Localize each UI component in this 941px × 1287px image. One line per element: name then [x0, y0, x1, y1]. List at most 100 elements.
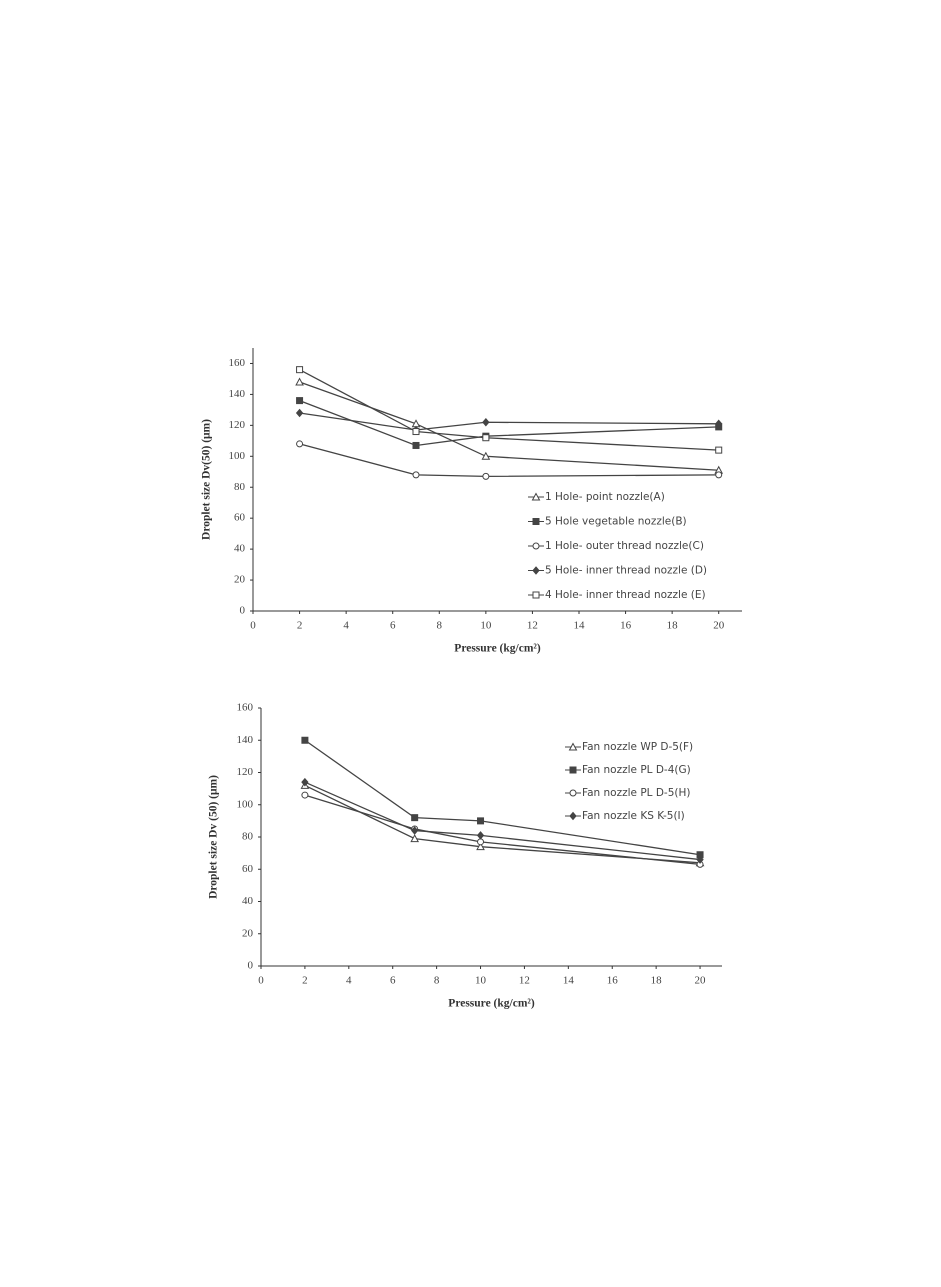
y-tick-label: 60 — [242, 863, 254, 875]
point — [715, 446, 723, 454]
x-tick-label: 20 — [695, 975, 707, 987]
y-tick-label: 40 — [242, 895, 254, 907]
point — [301, 791, 309, 799]
x-tick-label: 12 — [527, 620, 538, 632]
x-tick-label: 14 — [563, 975, 575, 987]
point — [301, 777, 309, 787]
y-tick-label: 140 — [229, 388, 246, 400]
x-tick-label: 0 — [250, 620, 256, 632]
legend-label: 4 Hole- inner thread nozzle (E) — [545, 589, 706, 601]
y-tick-label: 160 — [229, 357, 246, 369]
series-line — [304, 794, 701, 866]
y-tick-label: 100 — [237, 798, 254, 810]
x-tick-label: 18 — [651, 975, 663, 987]
x-tick-label: 12 — [519, 975, 530, 987]
series-line — [299, 381, 719, 471]
y-tick-label: 80 — [242, 831, 254, 843]
y-tick-label: 0 — [248, 960, 254, 972]
point — [411, 826, 419, 835]
point — [410, 834, 420, 843]
point — [482, 417, 490, 427]
point — [411, 814, 419, 822]
legend-label: 5 Hole vegetable nozzle(B) — [545, 516, 687, 528]
series-line — [299, 399, 719, 447]
y-axis-title: Droplet size Dv(50) (μm) — [201, 419, 213, 540]
x-tick-label: 10 — [475, 975, 487, 987]
x-tick-label: 0 — [258, 975, 264, 987]
legend-marker — [532, 591, 540, 599]
x-tick-label: 20 — [713, 620, 725, 632]
series-line — [304, 739, 701, 856]
y-tick-label: 40 — [234, 543, 246, 555]
point — [296, 397, 304, 405]
point — [301, 736, 309, 744]
point — [476, 842, 485, 851]
point — [295, 408, 304, 418]
y-tick-label: 160 — [237, 702, 254, 714]
point — [477, 838, 485, 846]
legend-label: 1 Hole- outer thread nozzle(C) — [545, 540, 704, 552]
y-tick-label: 0 — [240, 605, 246, 617]
point — [696, 855, 704, 864]
point — [715, 419, 723, 429]
legend-marker — [531, 492, 541, 501]
legend-label: Fan nozzle WP D-5(F) — [582, 741, 693, 753]
legend-label: 5 Hole- inner thread nozzle (D) — [545, 565, 707, 577]
x-tick-label: 4 — [343, 620, 349, 632]
x-tick-label: 4 — [346, 975, 352, 987]
legend-label: 1 Hole- point nozzle(A) — [545, 491, 665, 503]
legend-marker — [532, 566, 540, 575]
legend-marker — [532, 518, 540, 525]
x-tick-label: 6 — [390, 620, 396, 632]
y-tick-label: 80 — [234, 481, 246, 493]
point — [481, 451, 491, 460]
legend-marker — [568, 742, 578, 751]
x-tick-label: 10 — [480, 620, 492, 632]
x-tick-label: 16 — [607, 975, 619, 987]
y-tick-label: 20 — [234, 574, 246, 586]
x-tick-label: 18 — [667, 620, 679, 632]
x-tick-label: 6 — [390, 975, 396, 987]
point — [412, 471, 420, 479]
x-tick-label: 14 — [574, 620, 586, 632]
point — [482, 472, 490, 480]
point — [482, 434, 490, 442]
point — [412, 428, 420, 436]
y-tick-label: 100 — [229, 450, 246, 462]
x-tick-label: 8 — [437, 620, 443, 632]
x-tick-label: 2 — [297, 620, 303, 632]
series-line — [299, 443, 719, 478]
chart: 0 20 40 60 80 100 120 140 160 0 2 4 6 8 10 12 14 16 18 20 Pr… — [208, 702, 722, 1010]
series-line — [304, 781, 701, 861]
point — [715, 471, 723, 479]
series-line — [299, 369, 719, 451]
x-tick-label: 16 — [620, 620, 632, 632]
legend-marker — [532, 542, 540, 550]
legend-marker — [569, 789, 577, 797]
legend-label: Fan nozzle KS K-5(I) — [582, 810, 685, 822]
point — [412, 441, 420, 449]
y-tick-label: 20 — [242, 927, 254, 939]
x-axis-title: Pressure (kg/cm²) — [454, 643, 541, 655]
y-tick-label: 120 — [237, 766, 254, 778]
x-tick-label: 8 — [434, 975, 440, 987]
x-axis-title: Pressure (kg/cm²) — [448, 998, 535, 1010]
legend-marker — [569, 811, 577, 821]
y-tick-label: 140 — [237, 734, 254, 746]
point — [477, 817, 485, 825]
x-tick-label: 2 — [302, 975, 308, 987]
y-tick-label: 120 — [229, 419, 246, 431]
point — [295, 377, 304, 386]
legend-marker — [569, 766, 577, 774]
legend-label: Fan nozzle PL D-4(G) — [582, 764, 691, 776]
y-axis-title: Droplet size Dv (50) (μm) — [208, 775, 220, 899]
series-line — [299, 412, 719, 431]
point — [296, 440, 304, 448]
legend-label: Fan nozzle PL D-5(H) — [582, 787, 690, 799]
point — [476, 831, 485, 840]
point — [296, 366, 304, 374]
chart: 0 20 40 60 80 100 120 140 160 0 2 4 6 8 10 12 14 16 18 20 Pr… — [201, 348, 742, 655]
y-tick-label: 60 — [234, 512, 246, 524]
